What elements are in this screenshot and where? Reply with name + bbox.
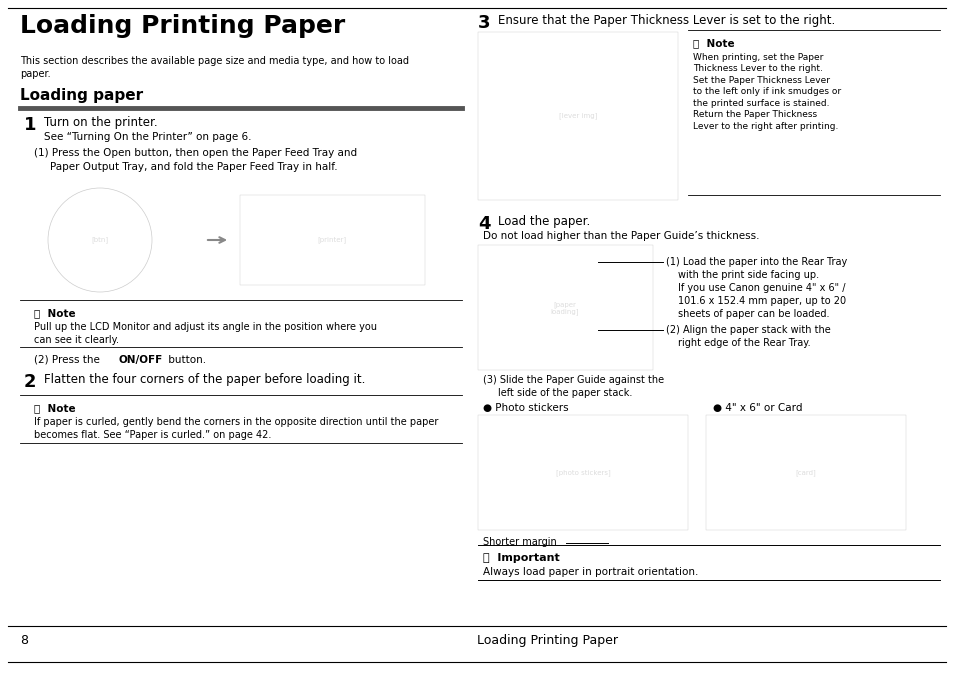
Text: Loading Printing Paper: Loading Printing Paper	[20, 14, 345, 38]
Text: [paper
loading]: [paper loading]	[550, 301, 578, 315]
Text: Do not load higher than the Paper Guide’s thickness.: Do not load higher than the Paper Guide’…	[482, 231, 759, 241]
Text: [photo stickers]: [photo stickers]	[555, 470, 610, 477]
Text: Loading paper: Loading paper	[20, 88, 143, 103]
Text: [btn]: [btn]	[91, 237, 109, 243]
Text: (2) Press the: (2) Press the	[34, 355, 103, 365]
Text: 📖  Note: 📖 Note	[34, 308, 75, 318]
Text: ON/OFF: ON/OFF	[119, 355, 163, 365]
Text: ⛔  Important: ⛔ Important	[482, 553, 559, 563]
Text: If you use Canon genuine 4" x 6" /: If you use Canon genuine 4" x 6" /	[678, 283, 844, 293]
FancyBboxPatch shape	[477, 245, 652, 370]
Text: This section describes the available page size and media type, and how to load
p: This section describes the available pag…	[20, 56, 409, 80]
Text: 📖  Note: 📖 Note	[692, 38, 734, 48]
Text: See “Turning On the Printer” on page 6.: See “Turning On the Printer” on page 6.	[44, 132, 252, 142]
Text: Loading Printing Paper: Loading Printing Paper	[476, 634, 618, 647]
Text: [card]: [card]	[795, 470, 816, 477]
Text: Always load paper in portrait orientation.: Always load paper in portrait orientatio…	[482, 567, 698, 577]
Text: 📖  Note: 📖 Note	[34, 403, 75, 413]
Text: sheets of paper can be loaded.: sheets of paper can be loaded.	[678, 309, 828, 319]
Text: becomes flat. See “Paper is curled.” on page 42.: becomes flat. See “Paper is curled.” on …	[34, 430, 271, 440]
Text: can see it clearly.: can see it clearly.	[34, 335, 119, 345]
Text: (1) Press the Open button, then open the Paper Feed Tray and: (1) Press the Open button, then open the…	[34, 148, 356, 158]
Text: 4: 4	[477, 215, 490, 233]
Text: (3) Slide the Paper Guide against the: (3) Slide the Paper Guide against the	[482, 375, 663, 385]
Text: (1) Load the paper into the Rear Tray: (1) Load the paper into the Rear Tray	[665, 257, 846, 267]
Text: 1: 1	[24, 116, 36, 134]
Text: When printing, set the Paper
Thickness Lever to the right.
Set the Paper Thickne: When printing, set the Paper Thickness L…	[692, 53, 841, 131]
Text: with the print side facing up.: with the print side facing up.	[678, 270, 819, 280]
Text: button.: button.	[165, 355, 206, 365]
Text: ● Photo stickers: ● Photo stickers	[482, 403, 568, 413]
FancyBboxPatch shape	[477, 32, 678, 200]
Text: Turn on the printer.: Turn on the printer.	[44, 116, 157, 129]
FancyBboxPatch shape	[240, 195, 424, 285]
Text: Shorter margin: Shorter margin	[482, 537, 557, 547]
Text: Pull up the LCD Monitor and adjust its angle in the position where you: Pull up the LCD Monitor and adjust its a…	[34, 322, 376, 332]
Text: Flatten the four corners of the paper before loading it.: Flatten the four corners of the paper be…	[44, 373, 365, 386]
Text: right edge of the Rear Tray.: right edge of the Rear Tray.	[678, 338, 810, 348]
Text: [printer]: [printer]	[317, 237, 346, 243]
Text: ● 4" x 6" or Card: ● 4" x 6" or Card	[712, 403, 801, 413]
Text: (2) Align the paper stack with the: (2) Align the paper stack with the	[665, 325, 830, 335]
FancyBboxPatch shape	[705, 415, 905, 530]
Text: Ensure that the Paper Thickness Lever is set to the right.: Ensure that the Paper Thickness Lever is…	[497, 14, 835, 27]
Text: [lever img]: [lever img]	[558, 113, 597, 119]
Text: If paper is curled, gently bend the corners in the opposite direction until the : If paper is curled, gently bend the corn…	[34, 417, 438, 427]
Text: left side of the paper stack.: left side of the paper stack.	[497, 388, 632, 398]
FancyBboxPatch shape	[477, 415, 687, 530]
Text: 3: 3	[477, 14, 490, 32]
Text: 8: 8	[20, 634, 28, 647]
Text: 2: 2	[24, 373, 36, 391]
Text: Paper Output Tray, and fold the Paper Feed Tray in half.: Paper Output Tray, and fold the Paper Fe…	[50, 162, 337, 172]
Text: Load the paper.: Load the paper.	[497, 215, 590, 228]
Text: 101.6 x 152.4 mm paper, up to 20: 101.6 x 152.4 mm paper, up to 20	[678, 296, 845, 306]
